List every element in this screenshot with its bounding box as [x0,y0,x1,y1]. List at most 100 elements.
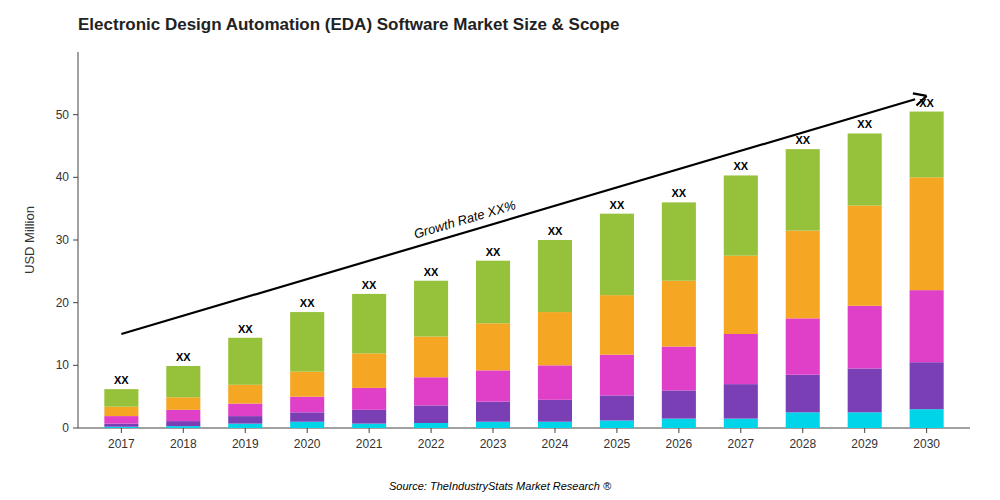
bar-segment [910,177,944,290]
bar-label: XX [857,118,872,130]
bar-segment [538,422,572,428]
bar-segment [228,416,262,424]
bar-segment [662,390,696,418]
x-tick [121,428,122,433]
bar-segment [662,347,696,391]
x-tick-label: 2021 [356,437,383,451]
bar-label: XX [919,97,934,109]
x-tick-label: 2026 [666,437,693,451]
bar-segment [848,133,882,205]
x-tick-label: 2023 [480,437,507,451]
bar-segment [538,312,572,365]
bar-segment [786,412,820,428]
bar-label: XX [362,279,377,291]
bar-segment [910,112,944,178]
bar-segment [724,256,758,334]
y-tick-label: 50 [56,108,70,122]
bar-segment [166,426,200,428]
bar-segment [290,312,324,372]
bar-label: XX [486,246,501,258]
bar-segment [476,422,510,428]
bar-label: XX [610,199,625,211]
growth-label: Growth Rate XX% [412,197,517,241]
bar-segment [600,355,634,396]
x-tick-label: 2029 [851,437,878,451]
bar-segment [228,385,262,404]
bar-label: XX [672,187,687,199]
bar-segment [786,149,820,230]
bar-segment [724,334,758,384]
bar-segment [476,261,510,324]
bar-label: XX [176,351,191,363]
bar-segment [848,206,882,306]
x-tick-label: 2020 [294,437,321,451]
bar-segment [290,412,324,421]
x-tick-label: 2027 [727,437,754,451]
y-tick-label: 20 [56,296,70,310]
x-tick [802,428,803,433]
bar-segment [910,290,944,362]
bar-segment [848,412,882,428]
bar-segment [600,214,634,295]
x-axis: 2017201820192020202120222023202420252026… [78,428,970,451]
x-tick [431,428,432,433]
y-tick-label: 30 [56,233,70,247]
bar-segment [352,388,386,410]
arrow-head [913,93,927,105]
bar-segment [724,384,758,418]
bar-segment [414,281,448,337]
bar-segment [600,420,634,428]
bars [104,112,943,428]
bar-segment [104,407,138,416]
x-tick-label: 2022 [418,437,445,451]
x-tick [554,428,555,433]
y-tick-label: 0 [62,421,69,435]
bar-segment [352,410,386,424]
bar-segment [290,422,324,428]
bar-segment [538,365,572,399]
bar-segment [166,397,200,410]
x-tick [864,428,865,433]
annotations: XXXXXXXXXXXXXXXXXXXXXXXXXXXXGrowth Rate … [114,93,935,492]
chart: Electronic Design Automation (EDA) Softw… [0,0,1000,500]
bar-label: XX [795,134,810,146]
bar-segment [290,372,324,397]
bar-segment [662,419,696,428]
x-tick [493,428,494,433]
x-tick-label: 2028 [789,437,816,451]
x-tick [245,428,246,433]
bar-segment [104,427,138,428]
y-tick [73,177,78,178]
x-tick [926,428,927,433]
source-note: Source: TheIndustryStats Market Research… [389,480,612,492]
y-axis: 0 10 20 30 40 50 [56,52,78,435]
y-tick [73,240,78,241]
y-tick-label: 10 [56,358,70,372]
bar-segment [476,370,510,401]
x-tick [183,428,184,433]
bar-segment [290,397,324,413]
bar-segment [786,231,820,319]
bar-segment [724,175,758,255]
bar-label: XX [548,225,563,237]
bar-segment [538,400,572,422]
bar-segment [228,338,262,385]
bar-segment [414,423,448,428]
bar-segment [600,395,634,420]
bar-segment [104,424,138,427]
bar-label: XX [114,374,129,386]
bar-segment [662,281,696,347]
x-tick [307,428,308,433]
title: Electronic Design Automation (EDA) Softw… [78,15,620,34]
y-axis-label: USD Million [22,206,37,274]
y-tick [73,365,78,366]
x-tick [616,428,617,433]
x-tick-label: 2030 [913,437,940,451]
bar-label: XX [424,266,439,278]
bar-segment [786,318,820,374]
bar-segment [166,366,200,397]
bar-segment [228,404,262,417]
bar-segment [166,421,200,426]
y-tick-label: 40 [56,170,70,184]
x-tick-label: 2025 [604,437,631,451]
